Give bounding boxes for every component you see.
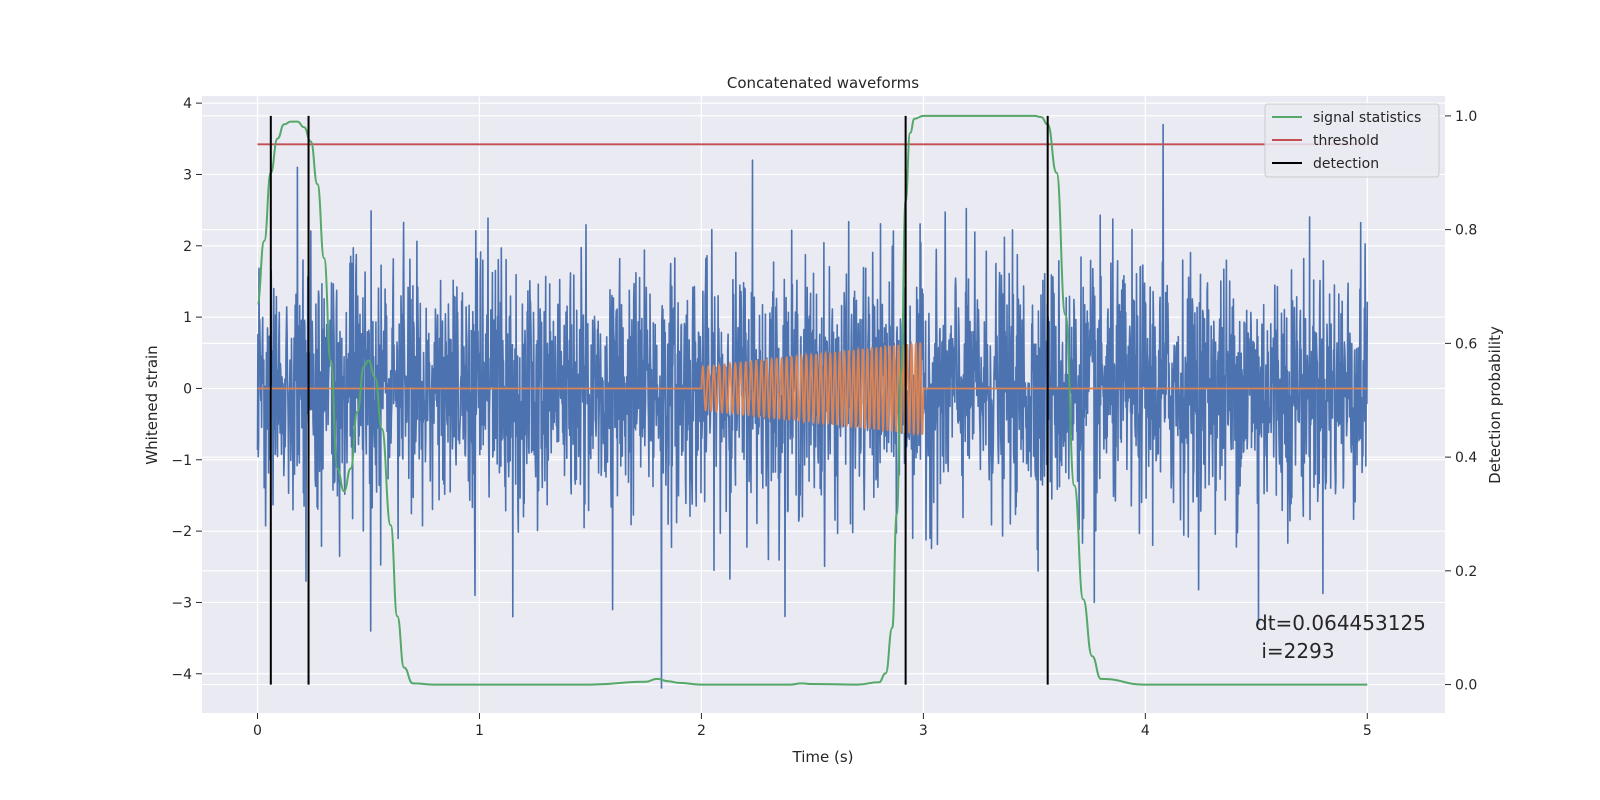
x-tick-label: 0	[253, 723, 262, 739]
y2-axis-label: Detection probability	[1486, 326, 1504, 484]
injection-trace	[257, 342, 1368, 437]
legend: signal statistics threshold detection	[1264, 103, 1440, 178]
y-tick-label: −2	[171, 524, 192, 540]
y2-tick-label: 0.0	[1455, 678, 1477, 694]
y-axis-label: Whitened strain	[143, 345, 161, 464]
x-tick-label: 4	[1141, 723, 1150, 739]
y2-tick-label: 1.0	[1455, 109, 1477, 125]
y-tick-label: 4	[183, 96, 192, 112]
x-tick-label: 3	[919, 723, 928, 739]
ticks: 0 1 2 3 4 5 4 3 2 1 0 −1 −2 −3 −4 0.0 0.2 0.4 0.6 0.8 1.0	[171, 96, 1477, 739]
y-tick-label: 0	[183, 381, 192, 397]
annotation-dt: dt=0.064453125	[1255, 611, 1426, 635]
y-tick-label: −1	[171, 453, 192, 469]
y2-tick-label: 0.6	[1455, 336, 1477, 352]
y2-tick-label: 0.8	[1455, 223, 1477, 239]
legend-label-threshold: threshold	[1313, 133, 1379, 149]
annotation-index: i=2293	[1255, 639, 1335, 663]
x-tick-label: 2	[697, 723, 706, 739]
series-layer	[256, 114, 1369, 689]
legend-label-signal-statistics: signal statistics	[1313, 110, 1421, 126]
chart-title: Concatenated waveforms	[727, 74, 919, 92]
y-tick-label: 1	[183, 310, 192, 326]
y-tick-label: 3	[183, 167, 192, 183]
y2-tick-label: 0.4	[1455, 450, 1477, 466]
x-tick-label: 1	[475, 723, 484, 739]
x-axis-label: Time (s)	[792, 748, 854, 766]
annotation: dt=0.064453125 i=2293	[1255, 611, 1426, 663]
y2-tick-label: 0.2	[1455, 564, 1477, 580]
legend-label-detection: detection	[1313, 156, 1379, 172]
legend-box	[1264, 103, 1440, 178]
x-tick-label: 5	[1363, 723, 1372, 739]
y-tick-label: −3	[171, 595, 192, 611]
y-tick-label: 2	[183, 239, 192, 255]
y-tick-label: −4	[171, 667, 192, 683]
